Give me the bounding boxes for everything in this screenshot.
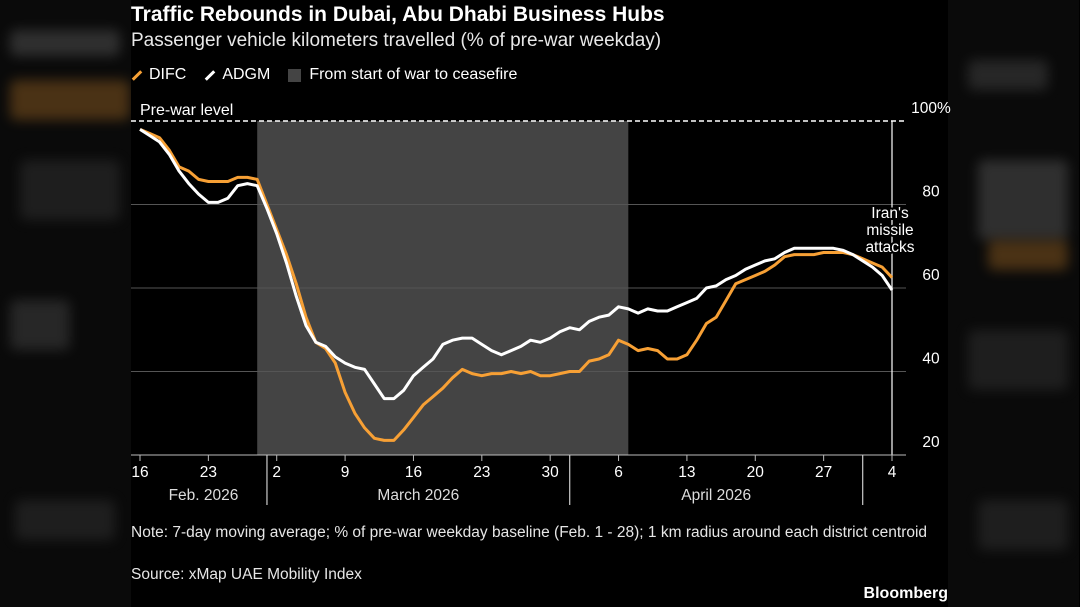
line-chart: Pre-war level 20 40 60 80 100% Iran's missile…: [131, 100, 951, 505]
x-tick-label: 2: [272, 464, 281, 481]
y-tick-label: 20: [922, 434, 940, 451]
x-axis-ticks: 16 23 2 9 16 23 30 6 13 20 27 4: [131, 455, 897, 481]
month-labels: Feb. 2026 March 2026 April 2026: [169, 455, 864, 505]
legend-label-difc: DIFC: [149, 66, 187, 83]
y-axis-ticks: 20 40 60 80 100%: [911, 100, 951, 451]
x-tick-label: 13: [678, 464, 695, 481]
y-tick-label: 100%: [911, 100, 951, 117]
y-tick-label: 40: [922, 351, 940, 368]
annotation-line-text: attacks: [865, 239, 914, 256]
x-tick-label: 16: [405, 464, 422, 481]
x-tick-label: 16: [131, 464, 148, 481]
legend-item-war: From start of war to ceasefire: [288, 66, 517, 84]
chart-title: Traffic Rebounds in Dubai, Abu Dhabi Bus…: [131, 3, 665, 26]
y-tick-label: 60: [922, 267, 940, 284]
annotation-line-text: Iran's: [871, 205, 909, 222]
legend-label-war: From start of war to ceasefire: [309, 66, 518, 83]
chart-card: Traffic Rebounds in Dubai, Abu Dhabi Bus…: [131, 0, 951, 607]
x-tick-label: 9: [341, 464, 350, 481]
pre-war-label: Pre-war level: [140, 102, 233, 119]
chart-subtitle: Passenger vehicle kilometers travelled (…: [131, 30, 662, 51]
x-tick-label: 30: [542, 464, 560, 481]
month-label: March 2026: [377, 487, 459, 504]
legend-swatch-war: [288, 68, 302, 82]
bloomberg-logo: Bloomberg: [863, 585, 948, 602]
x-tick-label: 27: [815, 464, 832, 481]
left-backdrop: [0, 0, 131, 607]
series-line-difc: [139, 128, 894, 442]
y-tick-label: 80: [922, 184, 940, 201]
legend-label-adgm: ADGM: [222, 66, 271, 83]
month-label: April 2026: [681, 487, 751, 504]
x-tick-label: 20: [747, 464, 765, 481]
legend-item-adgm: ADGM: [204, 66, 270, 84]
series-line-adgm: [139, 128, 894, 401]
x-tick-label: 4: [888, 464, 897, 481]
x-tick-label: 23: [473, 464, 490, 481]
chart-source: Source: xMap UAE Mobility Index: [131, 566, 362, 583]
legend-item-difc: DIFC: [131, 66, 186, 84]
chart-note: Note: 7-day moving average; % of pre-war…: [131, 524, 928, 541]
annotation-text: Iran's missile attacks: [865, 205, 914, 256]
month-label: Feb. 2026: [169, 487, 239, 504]
x-tick-label: 23: [200, 464, 217, 481]
legend: DIFC ADGM From start of war to ceasefire: [131, 66, 535, 84]
annotation-line-text: missile: [866, 222, 913, 239]
x-tick-label: 6: [614, 464, 623, 481]
right-backdrop: [948, 0, 1079, 607]
